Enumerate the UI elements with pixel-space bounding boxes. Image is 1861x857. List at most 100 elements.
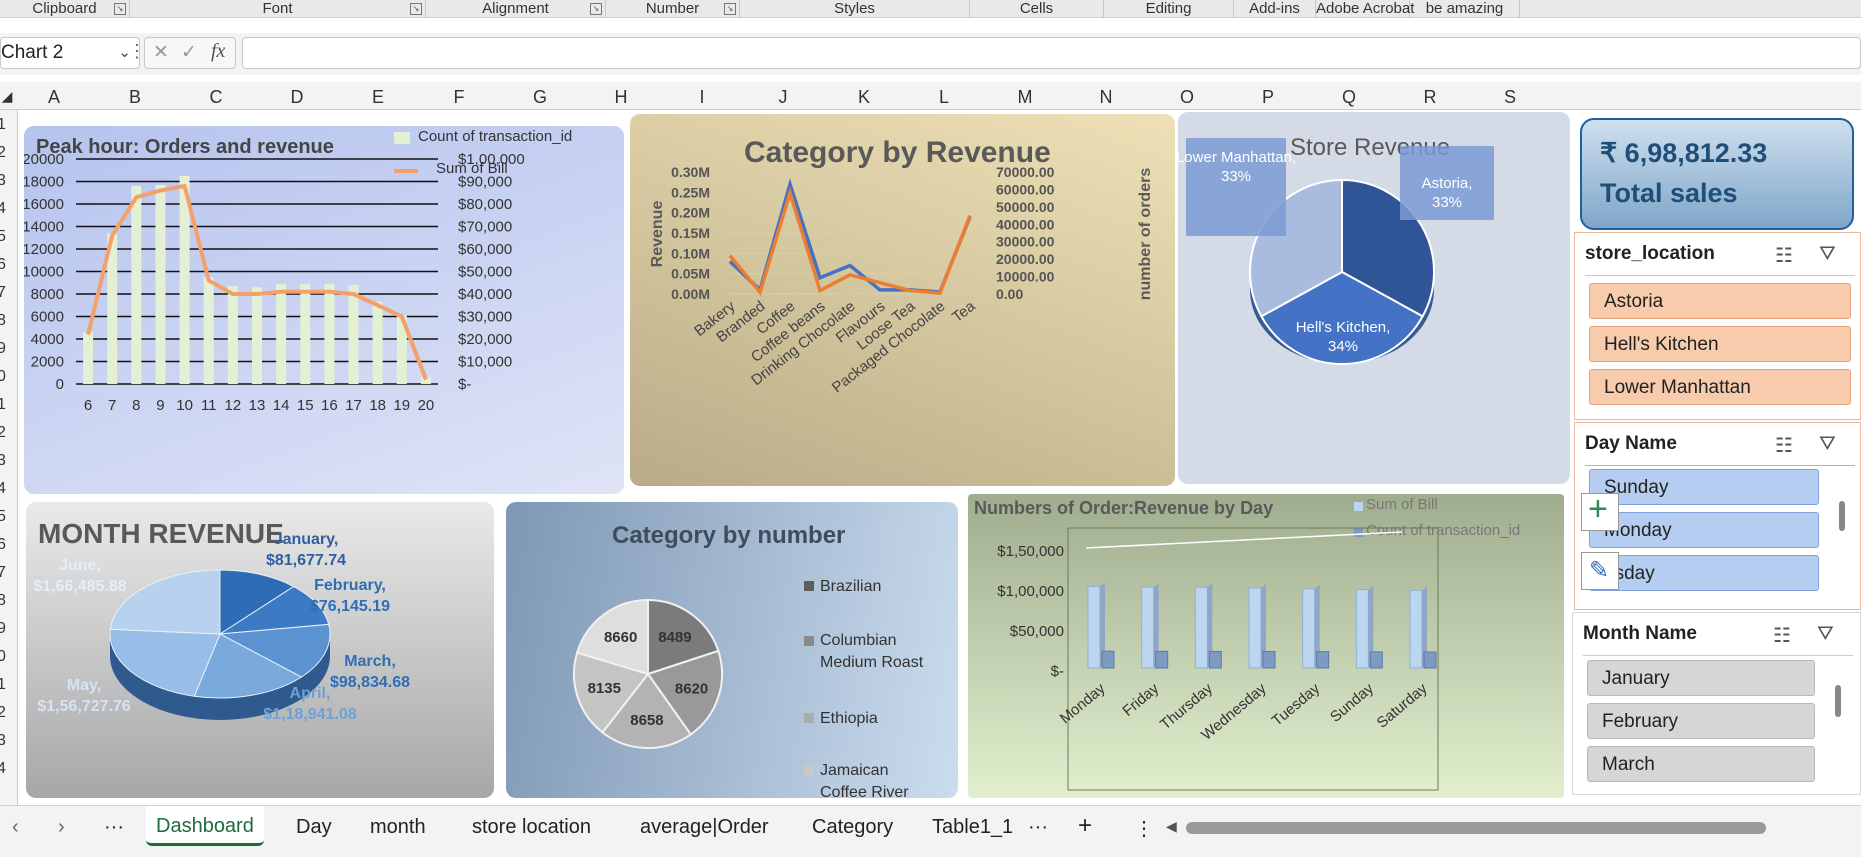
slicer-item-monday[interactable]: Monday [1589,512,1819,548]
row-header[interactable]: 4 [0,200,6,217]
column-header[interactable]: O [1179,87,1194,107]
select-all-corner-icon[interactable]: ◢ [1,88,13,104]
column-header[interactable]: F [453,87,465,107]
chart-styles-button[interactable]: ✎ [1581,552,1619,590]
slicer-month-name[interactable]: Month Name ☷ ⛛ January February March [1572,612,1861,795]
column-header[interactable]: G [532,87,547,107]
ribbon-group-font[interactable]: Font ↘ [130,0,426,18]
scroll-left-arrow-icon[interactable]: ◀ [1166,818,1177,834]
ribbon-group-styles[interactable]: Styles [740,0,970,18]
more-sheets-icon[interactable]: ··· [104,816,124,838]
slicer-item-lower-manhattan[interactable]: Lower Manhattan [1589,369,1851,405]
column-header[interactable]: Q [1341,87,1356,107]
slicer-item-february[interactable]: February [1587,703,1815,739]
row-header[interactable]: 9 [0,620,6,637]
add-sheet-icon[interactable]: + [1078,812,1093,839]
row-header[interactable]: 2 [0,144,6,161]
chart-day[interactable]: Numbers of Order:Revenue by Day Sum of B… [968,494,1564,798]
ribbon-group-cells[interactable]: Cells [970,0,1104,18]
row-header[interactable]: 1 [0,396,6,413]
more-options-icon[interactable]: ⋮ [128,41,146,61]
scroll-right-icon[interactable]: › [58,816,65,838]
ribbon-group-be-amazing[interactable]: be amazing [1410,0,1520,18]
row-header[interactable]: 0 [0,368,6,385]
tab-store-location[interactable]: store location [472,816,591,838]
slicer-scrollbar[interactable] [1839,501,1845,531]
multi-select-icon[interactable]: ☷ [1775,245,1793,267]
dialog-launcher-icon[interactable]: ↘ [410,3,422,15]
ribbon-group-number[interactable]: Number ↘ [606,0,740,18]
row-header[interactable]: 8 [0,312,6,329]
dialog-launcher-icon[interactable]: ↘ [114,3,126,15]
column-header[interactable]: N [1099,87,1113,107]
row-header[interactable]: 3 [0,452,6,469]
column-header[interactable]: B [128,87,141,107]
tab-category[interactable]: Category [812,816,894,838]
tab-day[interactable]: Day [296,816,332,838]
insert-function-icon[interactable]: fx [211,40,226,62]
row-header[interactable]: 7 [0,564,6,581]
slicer-item-january[interactable]: January [1587,660,1815,696]
row-header[interactable]: 0 [0,648,6,665]
ribbon-group-add-ins[interactable]: Add-ins [1234,0,1316,18]
clear-filter-icon[interactable]: ⛛ [1817,623,1834,645]
row-header[interactable]: 6 [0,536,6,553]
row-header[interactable]: 2 [0,424,6,441]
chart-peak-hour[interactable]: Peak hour: Orders and revenue Count of t… [24,126,624,494]
chevron-down-icon[interactable]: ⌄ [118,44,131,61]
column-header[interactable]: P [1261,87,1274,107]
clear-filter-icon[interactable]: ⛛ [1819,433,1836,455]
chart-store-revenue[interactable]: Store Revenue Lower Manhattan, 33% Astoria… [1178,112,1570,484]
clear-filter-icon[interactable]: ⛛ [1819,243,1836,265]
slicer-item-hells-kitchen[interactable]: Hell's Kitchen [1589,326,1851,362]
chart-month-revenue[interactable]: MONTH REVENUE January, $81,677.74 February… [26,502,494,798]
scrollbar-thumb[interactable] [1186,822,1766,834]
cancel-icon[interactable]: ✕ [153,42,169,63]
column-header[interactable]: L [938,87,949,107]
row-header[interactable]: 2 [0,704,6,721]
enter-icon[interactable]: ✓ [181,42,197,63]
horizontal-scrollbar[interactable]: ◀ [1166,818,1861,838]
column-header[interactable]: J [778,87,788,107]
slicer-item-march[interactable]: March [1587,746,1815,782]
dialog-launcher-icon[interactable]: ↘ [590,3,602,15]
row-header[interactable]: 9 [0,340,6,357]
slicer-item-sunday[interactable]: Sunday [1589,469,1819,505]
slicer-item-astoria[interactable]: Astoria [1589,283,1851,319]
row-header[interactable]: 4 [0,480,6,497]
row-header[interactable]: 8 [0,592,6,609]
row-header[interactable]: 6 [0,256,6,273]
chart-category-number[interactable]: Category by number 8489 8620 8658 8135 8660 … [506,502,958,798]
row-header[interactable]: 1 [0,116,6,133]
ribbon-group-editing[interactable]: Editing [1104,0,1234,18]
more-tabs-icon[interactable]: ··· [1028,816,1048,838]
column-header[interactable]: E [371,87,384,107]
ribbon-group-adobe-acrobat[interactable]: Adobe Acrobat [1316,0,1414,18]
column-header[interactable]: A [47,87,60,107]
multi-select-icon[interactable]: ☷ [1775,435,1793,457]
column-header[interactable]: I [699,87,705,107]
row-header[interactable]: 5 [0,228,6,245]
dialog-launcher-icon[interactable]: ↘ [724,3,736,15]
column-header[interactable]: H [614,87,628,107]
slicer-day-name[interactable]: Day Name ☷ ⛛ Sunday Monday esday [1574,422,1861,610]
row-header[interactable]: 3 [0,172,6,189]
row-header[interactable]: 1 [0,676,6,693]
chart-elements-button[interactable]: + [1581,490,1619,531]
row-header[interactable]: 7 [0,284,6,301]
column-header[interactable]: S [1503,87,1516,107]
column-header[interactable]: K [857,87,870,107]
chart-category-revenue[interactable]: Category by Revenue 0.30M 0.25M 0.20M 0.15M… [630,114,1175,486]
slicer-scrollbar[interactable] [1835,685,1841,717]
tab-month[interactable]: month [370,816,426,838]
scroll-left-icon[interactable]: ‹ [12,816,19,838]
row-header[interactable]: 3 [0,732,6,749]
column-header[interactable]: C [209,87,223,107]
column-header[interactable]: R [1423,87,1437,107]
row-header[interactable]: 4 [0,760,6,777]
formula-input[interactable] [242,37,1861,69]
name-box[interactable]: Chart 2 ⌄ [0,37,140,69]
more-options-icon[interactable]: ⋮ [1134,818,1154,840]
slicer-store-location[interactable]: store_location ☷ ⛛ Astoria Hell's Kitche… [1574,232,1861,420]
column-header[interactable]: D [290,87,304,107]
